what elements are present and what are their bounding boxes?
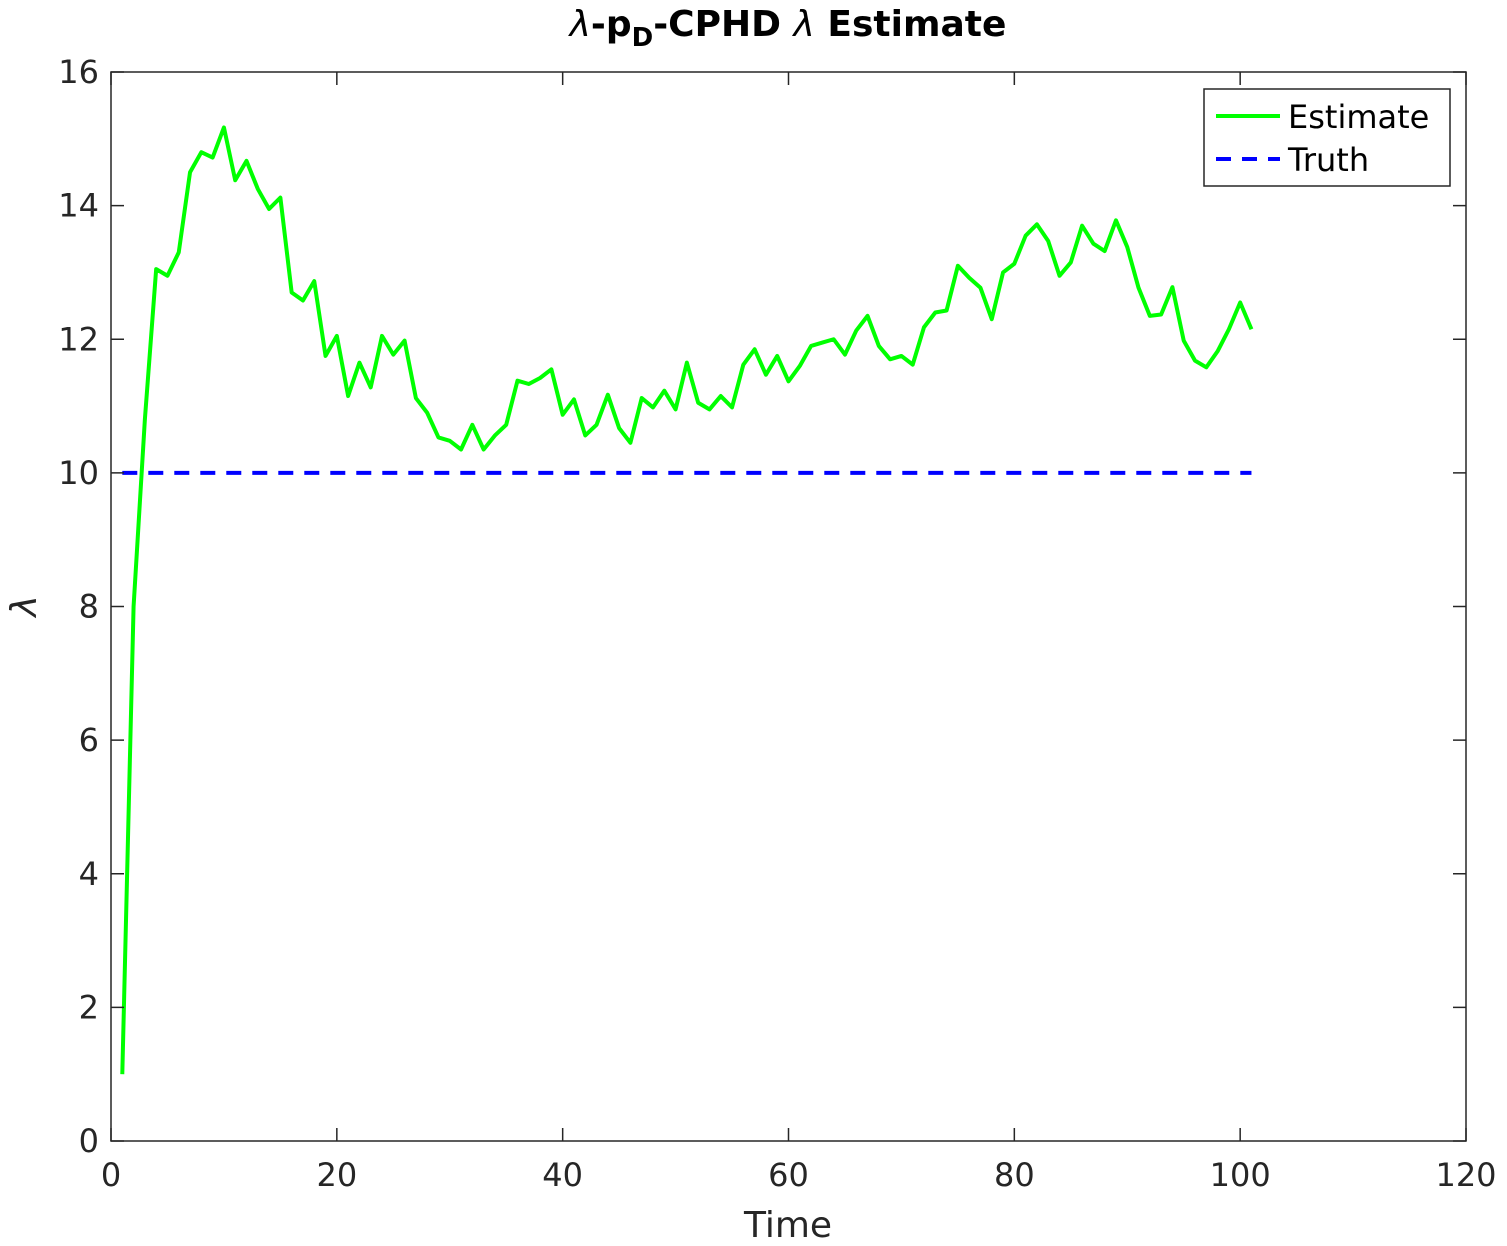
y-tick-label: 6: [79, 721, 99, 759]
y-tick-label: 8: [79, 588, 99, 626]
tick-labels: 0 20 40 60 80 100 120 0 2 4 6 8 10 12 14 16: [58, 53, 1496, 1194]
title-lambda-1: λ: [568, 4, 591, 45]
legend-box: [1203, 88, 1451, 187]
title-subscript: D: [632, 23, 654, 53]
title-part-3: Estimate: [815, 4, 1007, 45]
title-part-1: -p: [591, 4, 632, 45]
title-lambda-2: λ: [792, 4, 815, 45]
y-tick-label: 12: [58, 320, 99, 358]
y-axis-label: λ: [4, 595, 45, 618]
plot-area: [120, 125, 1254, 1075]
x-tick-label: 40: [542, 1156, 583, 1194]
series-line-estimate: [120, 125, 1254, 1075]
y-tick-label: 4: [79, 855, 99, 893]
y-tick-label: 10: [58, 454, 99, 492]
x-axis-label: Time: [743, 1205, 832, 1246]
x-tick-label: 0: [101, 1156, 121, 1194]
legend: Estimate Truth: [1203, 88, 1451, 187]
plot-frame: [110, 71, 1467, 1142]
x-tick-label: 120: [1435, 1156, 1496, 1194]
legend-truth-label: Truth: [1287, 141, 1369, 179]
x-tick-label: 20: [316, 1156, 357, 1194]
title-part-2: -CPHD: [653, 4, 793, 45]
legend-estimate-label: Estimate: [1288, 98, 1429, 136]
y-tick-label: 0: [79, 1122, 99, 1160]
x-tick-label: 80: [994, 1156, 1035, 1194]
y-tick-label: 14: [58, 187, 99, 225]
x-tick-label: 100: [1210, 1156, 1271, 1194]
y-tick-label: 16: [58, 53, 99, 91]
axis-ticks: [110, 71, 1467, 1142]
y-tick-label: 2: [79, 988, 99, 1026]
chart-title: λ-pD-CPHD λ Estimate: [568, 4, 1007, 53]
x-tick-label: 60: [768, 1156, 809, 1194]
